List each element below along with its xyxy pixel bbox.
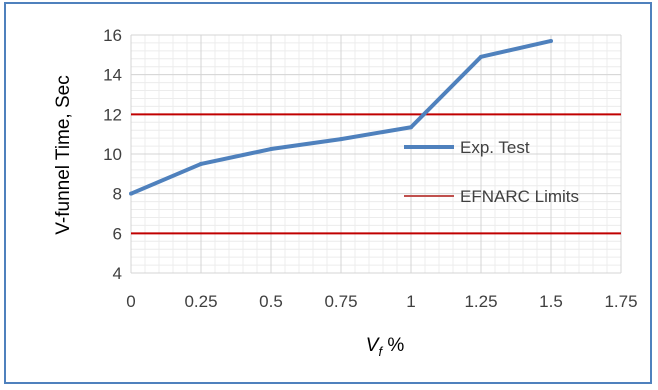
y-tick-label: 4 bbox=[113, 264, 122, 283]
x-tick-label: 1.75 bbox=[604, 292, 637, 311]
y-tick-label: 16 bbox=[103, 26, 122, 45]
grid bbox=[130, 34, 622, 274]
y-axis-title: V-funnel Time, Sec bbox=[53, 75, 74, 234]
legend-label-exp-test: Exp. Test bbox=[460, 138, 530, 157]
x-axis-title-main: V bbox=[366, 335, 381, 356]
x-tick-label: 0.5 bbox=[259, 292, 283, 311]
legend-label-efnarc-limits: EFNARC Limits bbox=[460, 187, 579, 206]
x-tick-label: 1.5 bbox=[539, 292, 563, 311]
data-point bbox=[479, 54, 483, 59]
data-point bbox=[549, 38, 553, 43]
x-axis-title-sub: f bbox=[378, 344, 383, 359]
y-tick-label: 14 bbox=[103, 66, 122, 85]
data-point bbox=[199, 161, 203, 166]
x-axis-title-rest: % bbox=[382, 335, 404, 356]
y-tick-labels: 4 6 8 10 12 14 16 bbox=[103, 26, 122, 283]
data-point bbox=[339, 137, 343, 142]
limit-lines bbox=[131, 113, 621, 235]
legend: Exp. Test EFNARC Limits bbox=[404, 138, 579, 206]
y-tick-label: 8 bbox=[113, 185, 122, 204]
x-axis-title: Vf % bbox=[366, 335, 405, 359]
x-tick-label: 1 bbox=[406, 292, 415, 311]
x-tick-label: 0.75 bbox=[324, 292, 357, 311]
x-tick-label: 0 bbox=[126, 292, 135, 311]
y-tick-label: 6 bbox=[113, 224, 122, 243]
data-point bbox=[409, 125, 413, 130]
chart-frame bbox=[4, 2, 652, 384]
y-tick-label: 12 bbox=[103, 105, 122, 124]
data-point bbox=[129, 191, 133, 196]
series-layer bbox=[129, 38, 553, 196]
data-point bbox=[269, 147, 273, 152]
x-tick-label: 1.25 bbox=[464, 292, 497, 311]
x-tick-labels: 0 0.25 0.5 0.75 1 1.25 1.5 1.75 bbox=[126, 292, 637, 311]
y-tick-label: 10 bbox=[103, 145, 122, 164]
x-tick-label: 0.25 bbox=[184, 292, 217, 311]
